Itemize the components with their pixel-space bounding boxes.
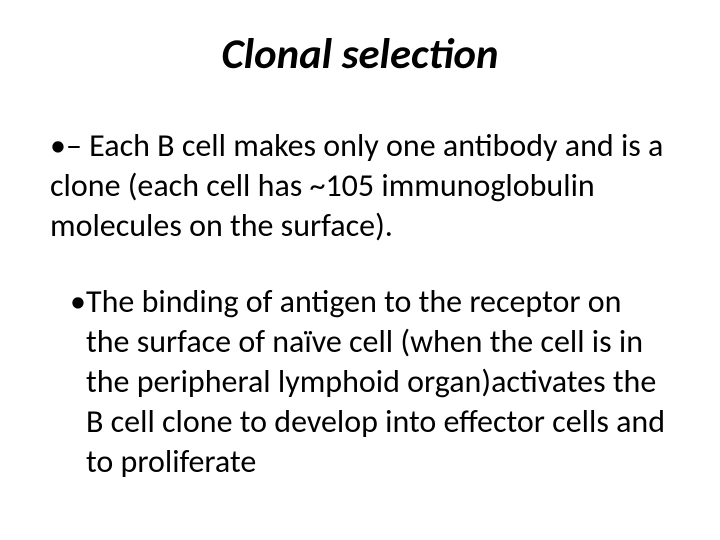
bullet-text: The binding of antigen to the receptor o…: [86, 282, 665, 481]
slide-title: Clonal selection: [50, 28, 670, 80]
bullet-item-1: •– Each B cell makes only one antibody a…: [50, 126, 670, 246]
bullet-text: – Each B cell makes only one antibody an…: [50, 126, 663, 245]
bullet-marker: •: [50, 126, 66, 166]
bullet-marker: •: [70, 282, 86, 322]
slide: Clonal selection •– Each B cell makes on…: [0, 0, 720, 540]
bullet-item-2: •The binding of antigen to the receptor …: [50, 282, 670, 482]
